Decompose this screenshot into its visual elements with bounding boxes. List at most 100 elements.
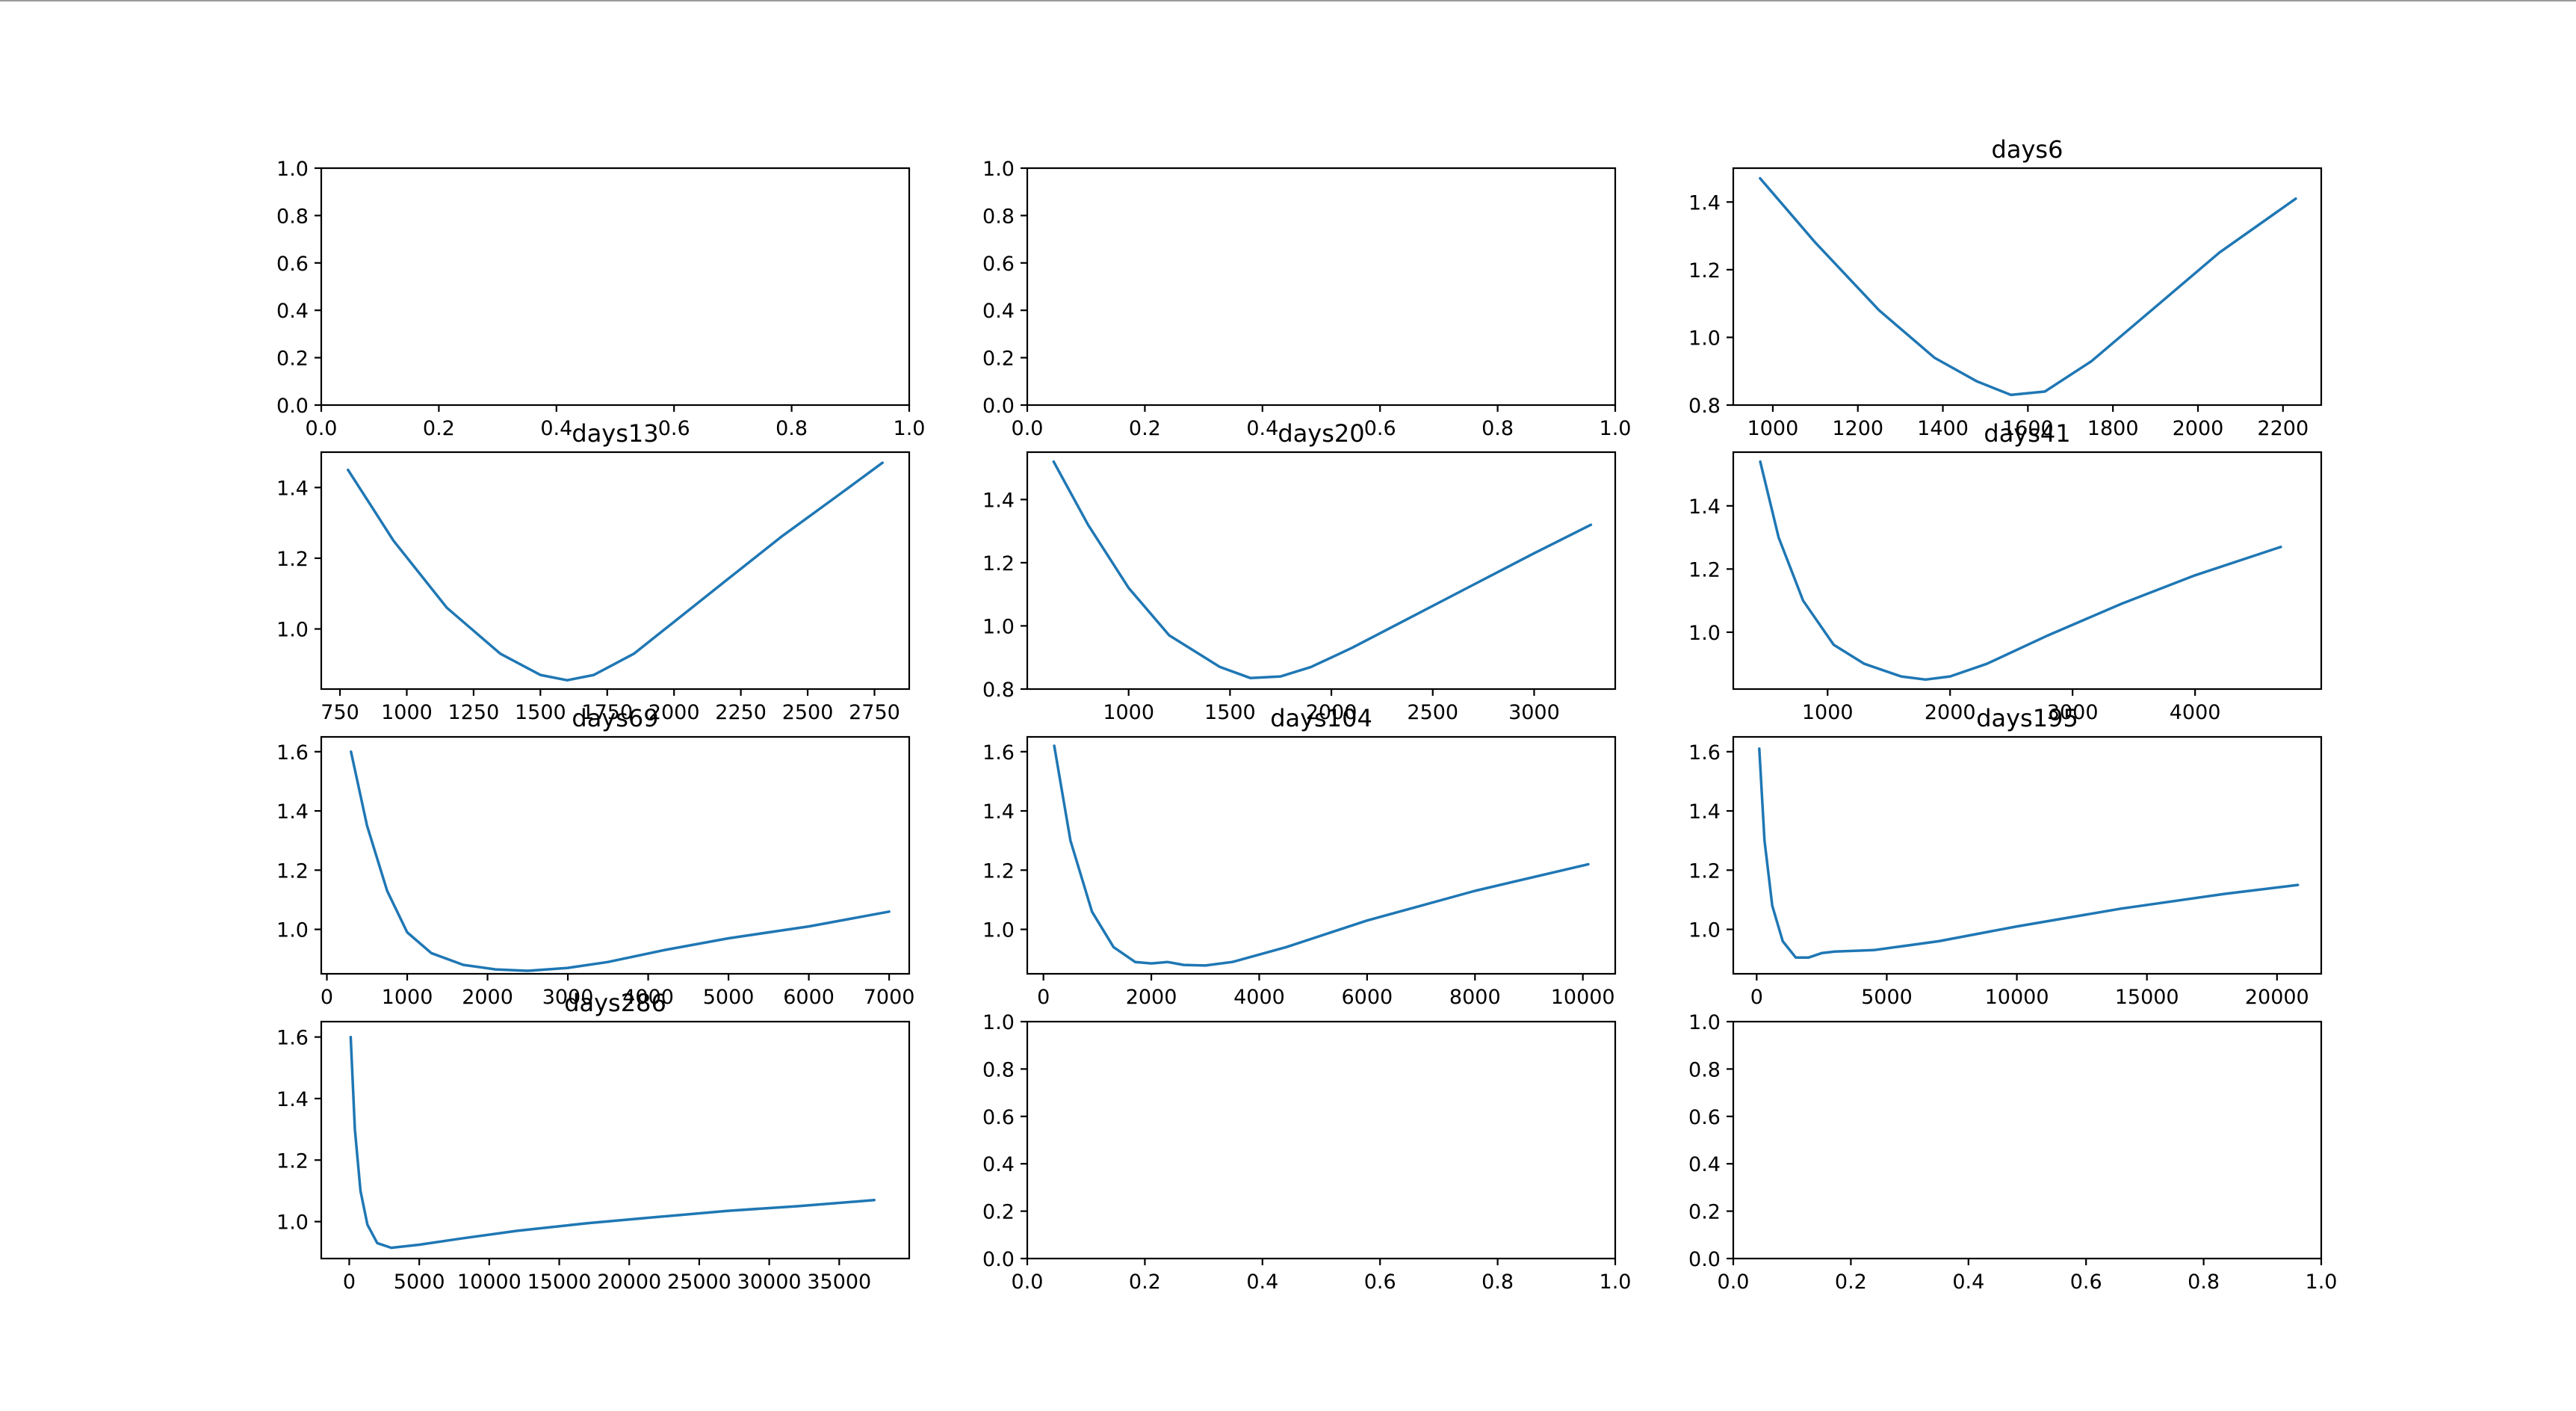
y-tick-label: 1.4 — [982, 800, 1015, 824]
x-tick-label: 1000 — [1802, 701, 1854, 724]
y-tick-label: 0.0 — [982, 395, 1015, 418]
x-tick-label: 2000 — [648, 701, 700, 724]
y-tick-label: 1.4 — [1688, 800, 1721, 824]
y-tick-label: 0.2 — [1688, 1201, 1721, 1224]
x-tick-label: 0.8 — [1481, 417, 1514, 440]
subplot-title: days41 — [1984, 419, 2070, 448]
y-tick-label: 0.8 — [1688, 1058, 1721, 1081]
y-tick-label: 1.2 — [276, 548, 309, 571]
y-tick-label: 1.2 — [1688, 259, 1721, 282]
y-tick-label: 0.2 — [276, 348, 309, 371]
x-tick-label: 6000 — [783, 986, 835, 1009]
y-tick-label: 1.0 — [982, 158, 1015, 181]
x-tick-label: 8000 — [1449, 986, 1501, 1009]
series-line — [1758, 747, 2300, 959]
x-tick-label: 5000 — [1861, 986, 1913, 1009]
y-tick-label: 1.0 — [276, 158, 309, 181]
subplot-4: 750 1000 1250 1500 1750 2000 2250 2500 2750 1.0 1.… — [276, 419, 911, 724]
y-tick-label: 1.0 — [276, 919, 309, 942]
subplot-5: 1000 1500 2000 2500 3000 0.8 1.0 1.2 1.4 days20 — [982, 419, 1617, 724]
x-tick-label: 3000 — [542, 986, 594, 1009]
axes-frame — [320, 167, 911, 407]
y-tick-label: 1.6 — [1688, 741, 1721, 765]
subplot-6: 1000 2000 3000 4000 1.0 1.2 1.4 days41 — [1688, 419, 2323, 724]
x-tick-label: 2200 — [2257, 417, 2309, 440]
x-tick-label: 1.0 — [2306, 1270, 2338, 1294]
x-tick-label: 0.8 — [2188, 1270, 2220, 1294]
y-tick-label: 0.0 — [982, 1248, 1015, 1271]
x-tick-label: 35000 — [807, 1270, 871, 1294]
x-tick-label: 30000 — [737, 1270, 802, 1294]
axes-frame — [1026, 735, 1617, 975]
x-tick-label: 0.6 — [1364, 417, 1396, 440]
x-tick-label: 0 — [343, 1270, 356, 1294]
y-tick-label: 1.0 — [982, 615, 1015, 638]
x-tick-label: 1600 — [2002, 417, 2054, 440]
axes-frame — [1026, 167, 1617, 407]
y-tick-label: 1.0 — [1688, 622, 1721, 645]
x-tick-label: 2000 — [1925, 701, 1976, 724]
series-line — [350, 750, 891, 972]
subplot-title: days6 — [1992, 135, 2063, 164]
x-tick-label: 1500 — [1204, 701, 1256, 724]
y-tick-label: 0.0 — [276, 395, 309, 418]
y-tick-label: 1.6 — [982, 741, 1015, 765]
x-tick-label: 0.8 — [1481, 1270, 1514, 1294]
x-tick-label: 10000 — [1985, 986, 2049, 1009]
subplot-3: 1000 1200 1400 1600 1800 2000 2200 0.8 1.0 1.2 1.4… — [1688, 135, 2323, 440]
y-tick-label: 0.0 — [1688, 1248, 1721, 1271]
x-tick-label: 2000 — [462, 986, 513, 1009]
y-tick-label: 0.6 — [982, 1106, 1015, 1129]
y-tick-label: 1.2 — [982, 859, 1015, 883]
x-tick-label: 0.4 — [1952, 1270, 1984, 1294]
y-tick-label: 1.2 — [1688, 859, 1721, 883]
y-tick-label: 0.8 — [276, 205, 309, 228]
series-line — [1052, 460, 1593, 679]
y-tick-label: 1.2 — [276, 1149, 309, 1173]
x-tick-label: 20000 — [2245, 986, 2309, 1009]
x-tick-label: 0.2 — [423, 417, 455, 440]
y-tick-label: 1.0 — [1688, 327, 1721, 350]
x-tick-label: 1200 — [1832, 417, 1883, 440]
axes-frame — [320, 1020, 911, 1260]
x-tick-label: 0.4 — [1246, 417, 1278, 440]
y-tick-label: 1.0 — [276, 1211, 309, 1235]
x-tick-label: 0.2 — [1835, 1270, 1867, 1294]
x-tick-label: 4000 — [1233, 986, 1285, 1009]
y-tick-label: 0.6 — [1688, 1106, 1721, 1129]
x-tick-label: 25000 — [667, 1270, 731, 1294]
y-tick-label: 1.6 — [276, 741, 309, 765]
y-tick-label: 0.8 — [982, 679, 1015, 702]
series-line — [1759, 460, 2282, 682]
y-tick-label: 1.2 — [982, 552, 1015, 575]
window-top-border — [0, 0, 2576, 1]
x-tick-label: 2500 — [782, 701, 834, 724]
y-tick-label: 0.2 — [982, 348, 1015, 371]
x-tick-label: 1250 — [448, 701, 500, 724]
subplot-10: 0 5000 10000 15000 20000 25000 30000 350001.01.… — [276, 989, 911, 1294]
x-tick-label: 0.6 — [2070, 1270, 2102, 1294]
subplot-8: 0 2000 4000 6000 8000 10000 1.0 1.2 1.4 1.6 days10… — [982, 704, 1617, 1009]
x-tick-label: 1000 — [382, 986, 433, 1009]
axes-frame — [1026, 1020, 1617, 1260]
subplot-title: days286 — [564, 989, 666, 1017]
x-tick-label: 0.6 — [658, 417, 690, 440]
axes-frame — [1026, 451, 1617, 691]
x-tick-label: 5000 — [703, 986, 755, 1009]
x-tick-label: 1800 — [2087, 417, 2139, 440]
subplot-2: 0.0 0.2 0.4 0.6 0.8 1.0 0.0 0.2 0.4 0.6 0.8 1.0 — [982, 158, 1631, 440]
y-tick-label: 1.4 — [276, 1088, 309, 1111]
y-tick-label: 1.4 — [276, 477, 309, 500]
x-tick-label: 20000 — [597, 1270, 661, 1294]
x-tick-label: 1.0 — [894, 417, 926, 440]
y-tick-label: 1.0 — [982, 919, 1015, 942]
x-tick-label: 2250 — [715, 701, 767, 724]
x-tick-label: 5000 — [394, 1270, 445, 1294]
y-tick-label: 0.4 — [982, 1153, 1015, 1176]
x-tick-label: 0.0 — [1012, 417, 1044, 440]
x-tick-label: 0 — [321, 986, 333, 1009]
y-tick-label: 1.4 — [1688, 191, 1721, 214]
x-tick-label: 0 — [1750, 986, 1763, 1009]
x-tick-label: 3000 — [1508, 701, 1560, 724]
